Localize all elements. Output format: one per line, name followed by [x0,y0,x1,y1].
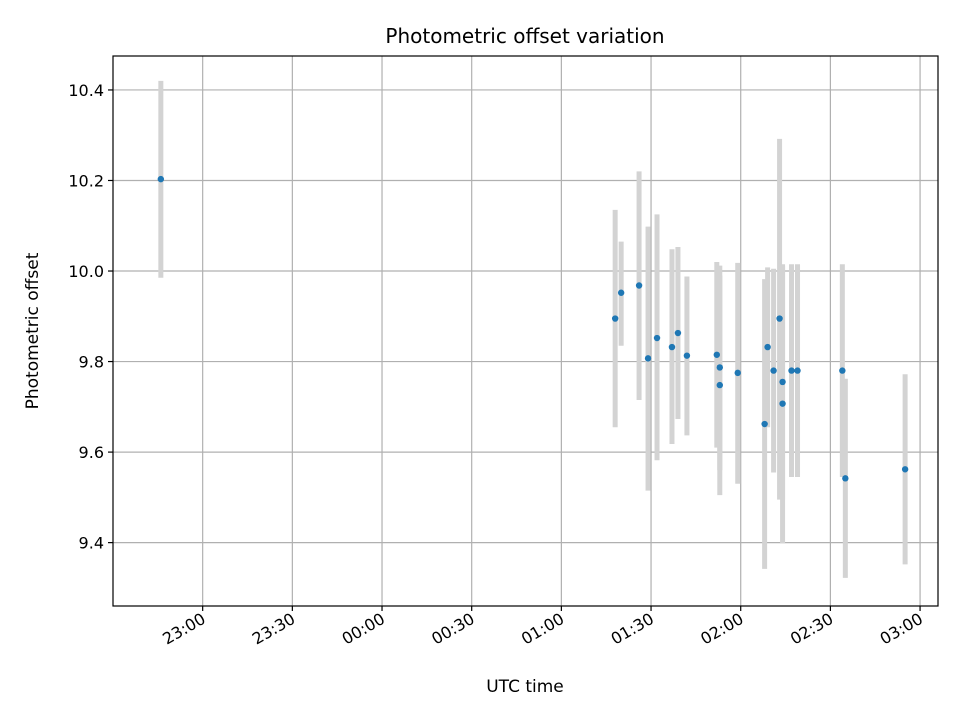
data-point [716,381,723,389]
x-tick-label: 03:00 [877,609,926,649]
data-point [779,400,786,407]
y-axis-label: Photometric offset [23,252,43,409]
x-tick-label: 02:00 [697,609,746,649]
y-tick-label: 9.4 [79,534,104,553]
x-tick-label: 00:00 [339,609,388,649]
plot-area-frame [112,55,939,607]
data-point [788,367,795,374]
data-point [839,367,846,374]
data-point [617,289,625,296]
errorbars [158,80,908,578]
y-tick-label: 9.8 [79,353,104,372]
data-point [761,420,768,428]
x-axis-label: UTC time [486,677,564,697]
data-point [611,315,619,322]
data-point [776,315,783,322]
data-point [683,352,691,359]
y-tick-label: 10.4 [68,81,104,100]
data-point [901,466,909,473]
data-point [674,329,682,337]
data-point [842,475,849,482]
data-point [157,175,165,183]
data-point [734,369,741,377]
x-tick-label: 01:30 [608,609,657,649]
data-point [716,364,723,371]
y-tick-label: 10.0 [68,262,104,281]
chart-title: Photometric offset variation [385,24,664,48]
y-tick-label: 9.6 [79,443,104,462]
grid [113,56,938,606]
x-tick-label: 01:00 [518,609,567,649]
x-tick-label: 00:30 [428,609,477,649]
x-tick-label: 23:30 [249,609,298,649]
y-tick-label: 10.2 [68,171,104,190]
data-point [770,367,777,374]
data-point [644,355,652,362]
data-point [764,343,771,351]
x-tick-label: 23:00 [159,609,208,649]
data-point [668,343,676,351]
data-points [157,175,909,482]
data-point [635,282,643,289]
data-point [779,378,786,386]
data-point [794,367,801,374]
x-tick-label: 02:30 [787,609,836,649]
data-point [713,351,721,358]
data-point [653,334,661,342]
